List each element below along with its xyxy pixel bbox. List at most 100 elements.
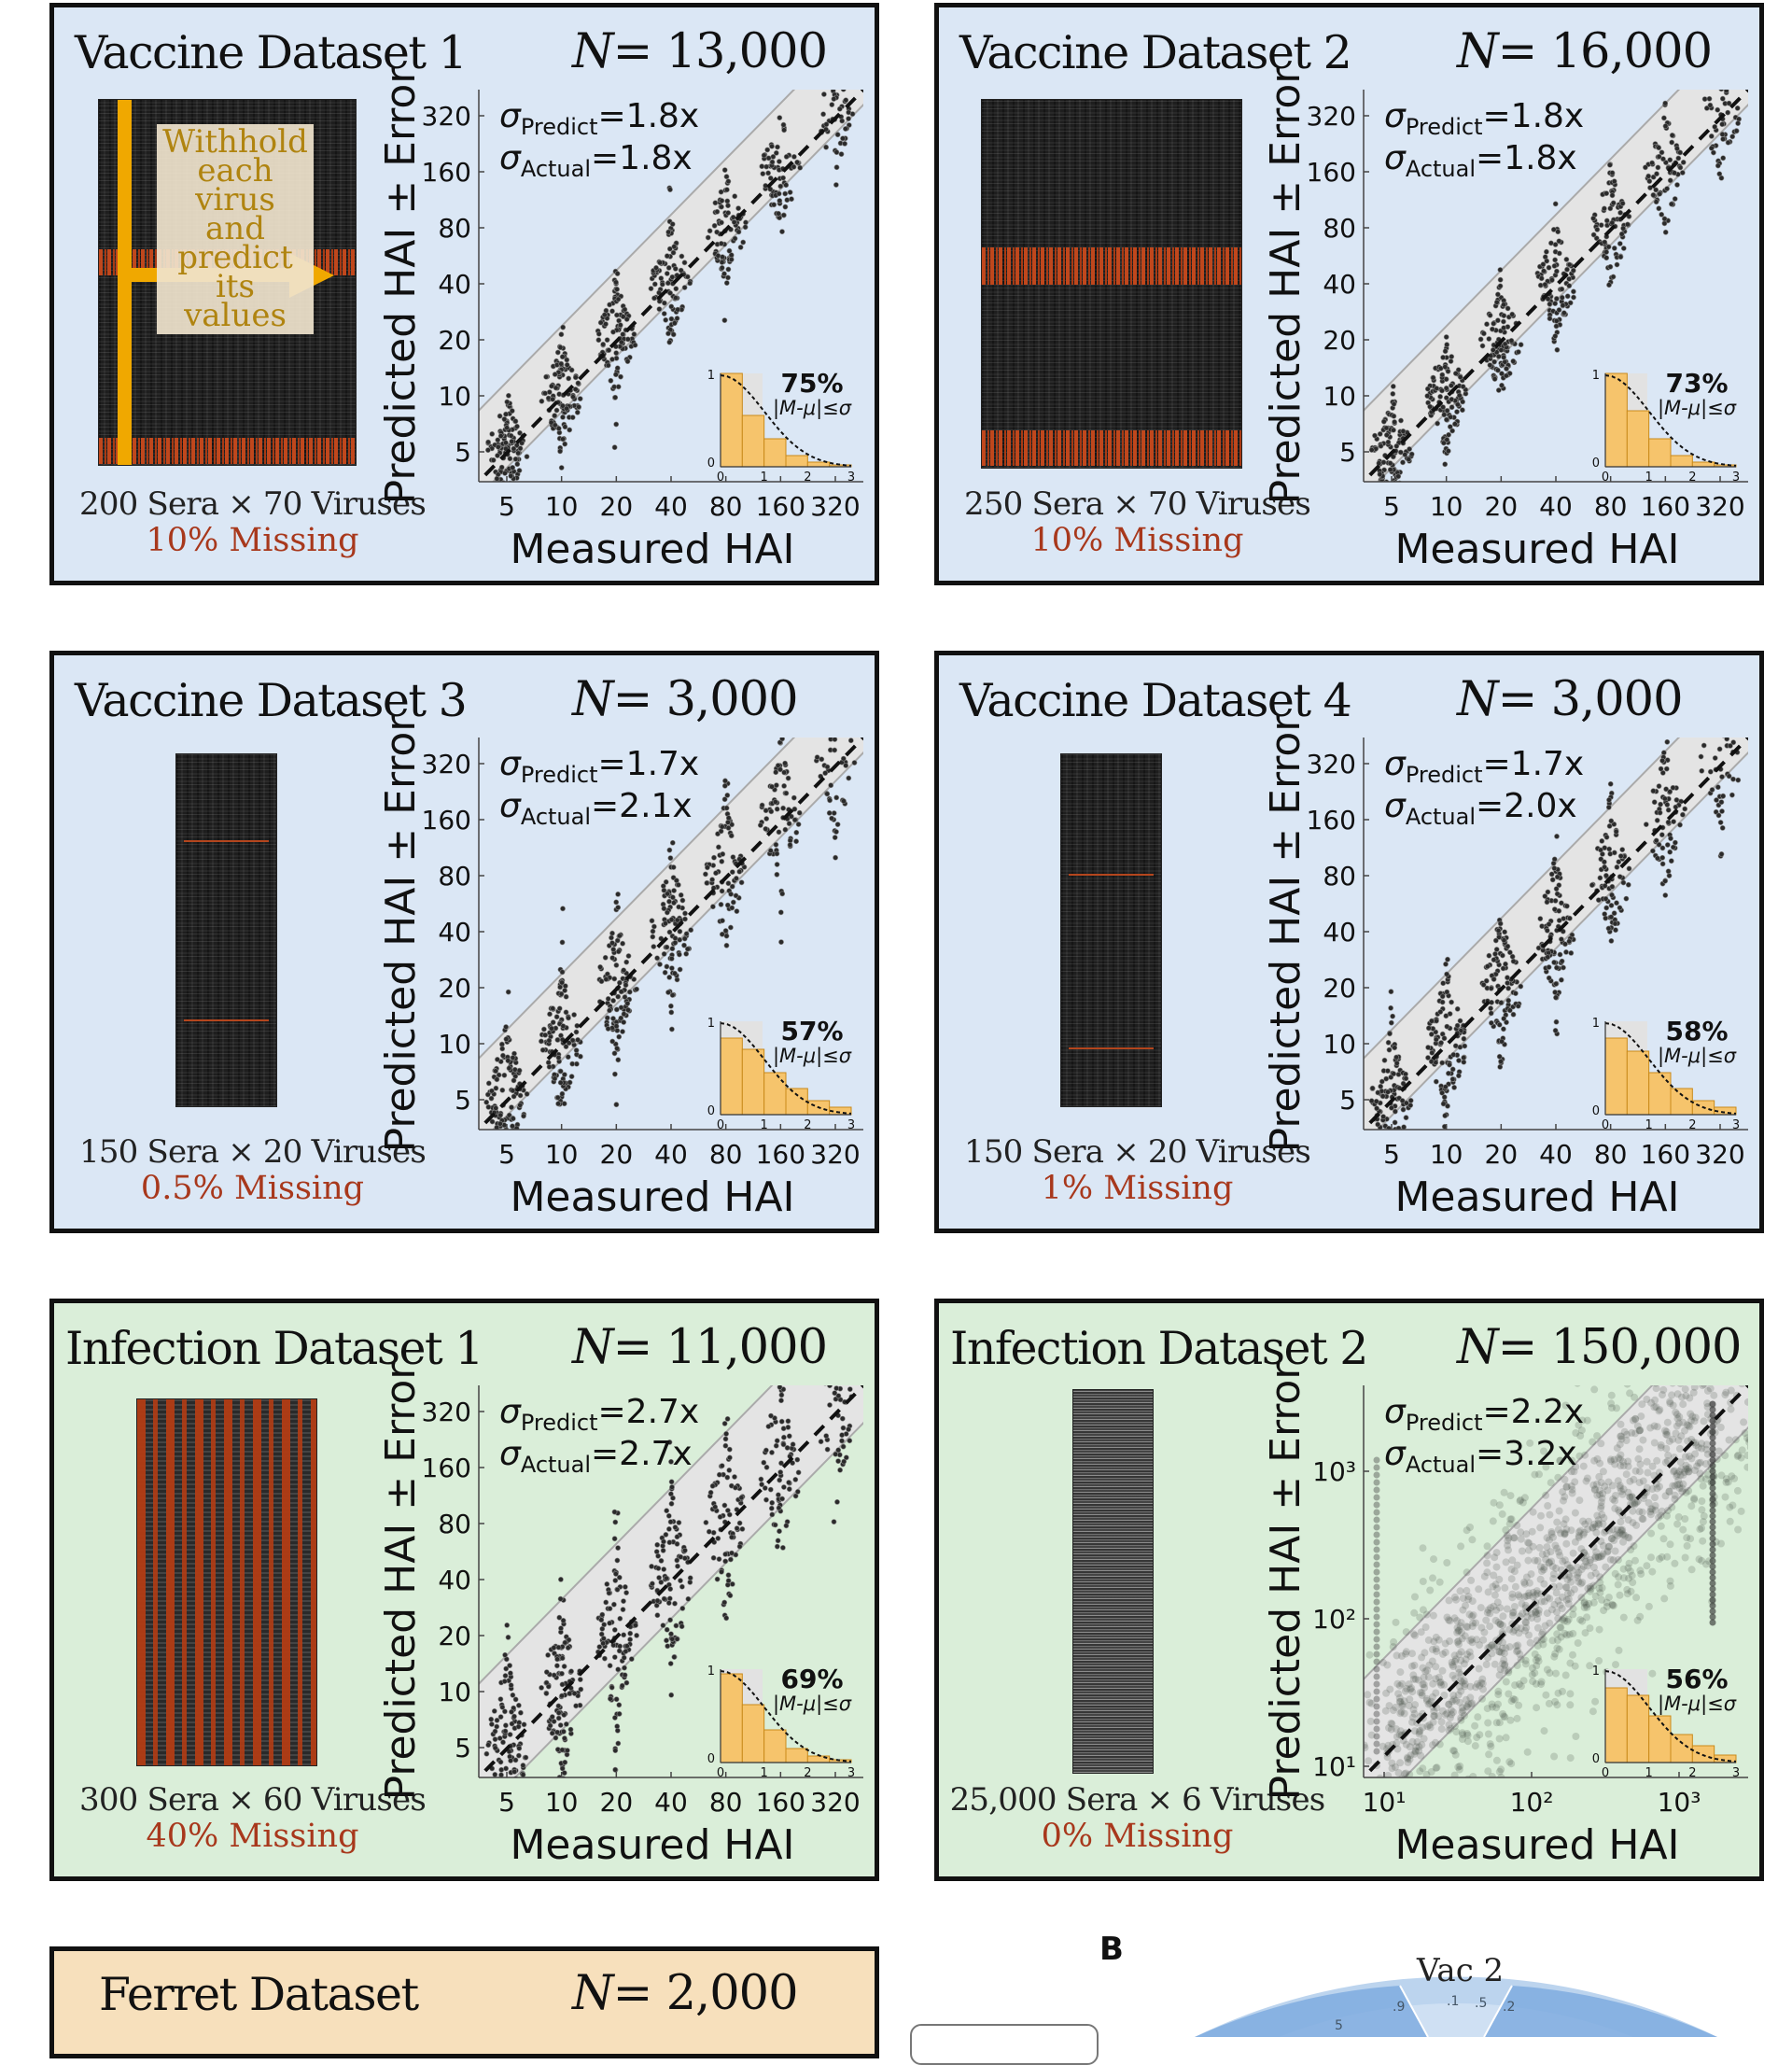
data-point: [1555, 1549, 1562, 1556]
data-point: [655, 1613, 660, 1618]
data-point: [1656, 1555, 1663, 1563]
data-point: [1654, 838, 1659, 843]
data-point: [665, 964, 669, 969]
data-point: [1521, 1627, 1529, 1635]
data-point: [503, 1723, 508, 1728]
data-point: [777, 191, 781, 196]
data-point: [1590, 1599, 1598, 1607]
data-point: [1374, 1495, 1380, 1501]
data-point: [778, 1398, 783, 1403]
data-point: [720, 260, 724, 264]
data-point: [514, 424, 519, 428]
x-tick-label: 320: [1695, 1139, 1744, 1170]
data-point: [1691, 1384, 1699, 1391]
data-point: [1569, 950, 1574, 955]
data-point: [777, 211, 781, 216]
data-point: [616, 385, 621, 389]
data-point: [825, 719, 830, 723]
data-point: [684, 932, 689, 936]
data-point: [1487, 953, 1491, 958]
data-point: [1444, 1014, 1449, 1018]
inset-percent: 56%: [1665, 1664, 1728, 1694]
data-point: [1445, 408, 1449, 413]
data-point: [577, 404, 581, 409]
data-point: [509, 473, 513, 478]
data-point: [731, 900, 735, 905]
data-point: [613, 1571, 618, 1576]
data-point: [726, 1573, 731, 1578]
data-point: [682, 1548, 687, 1552]
data-point: [1627, 1546, 1634, 1553]
data-point: [1353, 1718, 1361, 1725]
data-point: [1725, 1350, 1732, 1357]
inset-percent: 73%: [1665, 368, 1728, 399]
data-point: [1575, 1579, 1582, 1586]
data-point: [1534, 1557, 1542, 1565]
data-point: [1726, 110, 1730, 115]
data-point: [567, 1692, 572, 1696]
data-point: [783, 191, 788, 196]
data-point: [1609, 1496, 1617, 1503]
data-point: [1710, 1603, 1716, 1609]
data-point: [780, 1545, 785, 1550]
data-point: [719, 204, 723, 209]
data-point: [562, 1735, 567, 1740]
data-point: [1666, 869, 1671, 874]
data-point: [1682, 1554, 1689, 1562]
inset-bar: [1692, 1746, 1714, 1763]
data-point: [1560, 959, 1564, 963]
data-point: [561, 1729, 566, 1734]
data-point: [1650, 161, 1655, 165]
data-point: [486, 440, 491, 444]
data-point: [774, 783, 778, 788]
data-point: [677, 1520, 681, 1524]
inset-bar: [1671, 456, 1692, 467]
data-point: [621, 315, 625, 319]
data-point: [718, 1514, 722, 1519]
data-point: [1603, 240, 1607, 245]
data-point: [666, 230, 671, 234]
data-point: [668, 856, 673, 861]
data-point: [1583, 1613, 1590, 1621]
data-point: [786, 1425, 791, 1429]
data-point: [836, 717, 841, 722]
data-point: [719, 1569, 723, 1574]
data-point: [1396, 474, 1401, 479]
data-point: [1393, 1109, 1397, 1114]
x-tick-label: 10³: [1658, 1787, 1701, 1818]
data-point: [795, 1457, 800, 1462]
data-point: [833, 836, 837, 840]
data-point: [615, 1046, 620, 1050]
data-point: [616, 906, 621, 910]
data-point: [539, 1685, 544, 1690]
data-point: [1394, 443, 1399, 448]
data-point: [837, 1339, 842, 1343]
data-point: [1567, 284, 1572, 288]
data-point: [1388, 1721, 1395, 1728]
data-point: [1411, 1662, 1419, 1669]
data-point: [558, 1577, 563, 1581]
data-point: [1396, 1709, 1404, 1717]
data-point: [1600, 838, 1604, 843]
inset-y-tick: 0: [707, 1752, 715, 1766]
y-tick-label: 5: [1339, 1085, 1356, 1116]
data-point: [1551, 1542, 1559, 1550]
data-point: [511, 1714, 516, 1719]
data-point: [1611, 1505, 1618, 1512]
data-point: [668, 1004, 673, 1008]
data-point: [1429, 1680, 1436, 1688]
data-point: [1491, 1499, 1498, 1507]
data-point: [491, 457, 496, 462]
data-point: [1468, 1536, 1476, 1543]
data-point: [509, 1758, 513, 1763]
data-point: [833, 1391, 837, 1396]
data-point: [1546, 1700, 1553, 1707]
data-point: [1407, 446, 1412, 451]
data-point: [715, 1577, 720, 1581]
data-point: [1764, 1415, 1769, 1423]
data-point: [1554, 981, 1559, 986]
data-point: [559, 332, 564, 337]
data-point: [1418, 1788, 1425, 1795]
data-point: [1637, 1570, 1645, 1578]
data-point: [1717, 711, 1722, 716]
